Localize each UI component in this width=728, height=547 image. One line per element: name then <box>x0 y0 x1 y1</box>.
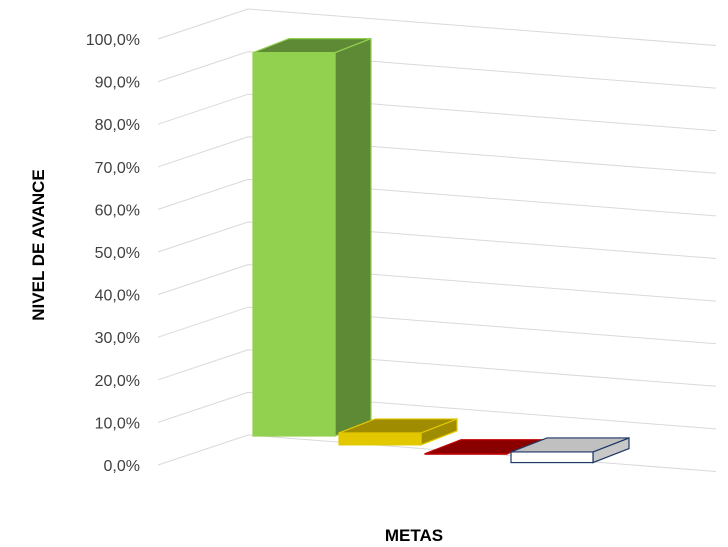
bar-4 <box>510 437 630 464</box>
y-tick-label: 40,0% <box>95 288 140 305</box>
gridline-40 <box>157 264 717 302</box>
gridlines <box>157 8 717 473</box>
gridline-80 <box>157 93 717 132</box>
y-tick-label: 60,0% <box>95 202 140 219</box>
bar-2 <box>338 418 458 446</box>
y-tick-label: 0,0% <box>104 458 140 475</box>
y-tick-label: 90,0% <box>95 75 140 92</box>
bars <box>252 37 630 464</box>
bar-top-face <box>252 37 372 54</box>
bar-side-face <box>334 37 372 437</box>
y-tick-label: 50,0% <box>95 245 140 262</box>
bar-top-face <box>510 437 630 453</box>
x-axis-title: METAS <box>385 526 443 545</box>
bar-front-face <box>252 51 336 437</box>
gridline-20 <box>157 349 717 387</box>
y-axis-tick-labels: 0,0% 10,0% 20,0% 30,0% 40,0% 50,0% 60,0% 70,0% 8… <box>86 32 140 475</box>
y-tick-label: 20,0% <box>95 373 140 390</box>
y-tick-label: 80,0% <box>95 117 140 134</box>
bar-1 <box>252 37 372 437</box>
y-tick-label: 70,0% <box>95 160 140 177</box>
gridline-10 <box>157 391 717 430</box>
gridline-90 <box>157 51 717 89</box>
bar-front-face <box>338 432 422 446</box>
gridline-60 <box>157 178 717 217</box>
gridline-70 <box>157 136 717 174</box>
bar-top-face <box>338 418 458 434</box>
y-tick-label: 30,0% <box>95 330 140 347</box>
gridline-30 <box>157 306 717 345</box>
y-tick-label: 10,0% <box>95 415 140 432</box>
y-axis-title: NIVEL DE AVANCE <box>29 169 48 320</box>
gridline-100 <box>157 8 717 47</box>
gridline-50 <box>157 221 717 260</box>
y-tick-label: 100,0% <box>86 32 140 49</box>
bar-front-face <box>510 451 594 464</box>
